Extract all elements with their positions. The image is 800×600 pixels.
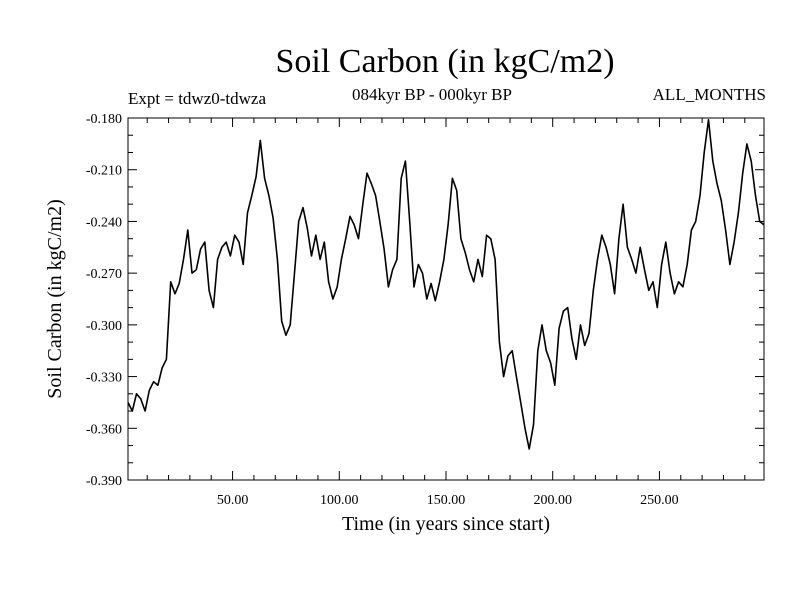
x-tick-label: 200.00 <box>533 493 572 508</box>
x-axis-title: Time (in years since start) <box>342 513 550 535</box>
x-tick-label: 250.00 <box>640 493 679 508</box>
y-tick-label: -0.300 <box>86 319 122 334</box>
x-tick-label: 150.00 <box>427 493 466 508</box>
x-axis-tick-labels: 50.00 100.00 150.00 200.00 250.00 <box>217 493 679 508</box>
y-tick-label: -0.180 <box>86 112 122 127</box>
y-axis-title: Soil Carbon (in kgC/m2) <box>44 199 66 398</box>
plot-frame <box>127 117 765 481</box>
period-label: 084kyr BP - 000kyr BP <box>352 85 512 104</box>
y-tick-label: -0.360 <box>86 422 122 437</box>
experiment-label: Expt = tdwz0-tdwza <box>128 89 266 108</box>
y-tick-label: -0.240 <box>86 215 122 230</box>
y-tick-label: -0.330 <box>86 371 122 386</box>
y-tick-label: -0.210 <box>86 164 122 179</box>
axis-ticks <box>128 117 764 481</box>
y-axis-tick-labels: -0.180 -0.210 -0.240 -0.270 -0.300 -0.330 -0.3… <box>86 112 122 489</box>
y-tick-label: -0.270 <box>86 267 122 282</box>
chart-title: Soil Carbon (in kgC/m2) <box>275 43 615 80</box>
x-tick-label: 100.00 <box>320 493 359 508</box>
y-tick-label: -0.390 <box>86 474 122 489</box>
x-tick-label: 50.00 <box>217 493 249 508</box>
months-label: ALL_MONTHS <box>652 85 766 104</box>
soil-carbon-series-line <box>127 118 765 450</box>
